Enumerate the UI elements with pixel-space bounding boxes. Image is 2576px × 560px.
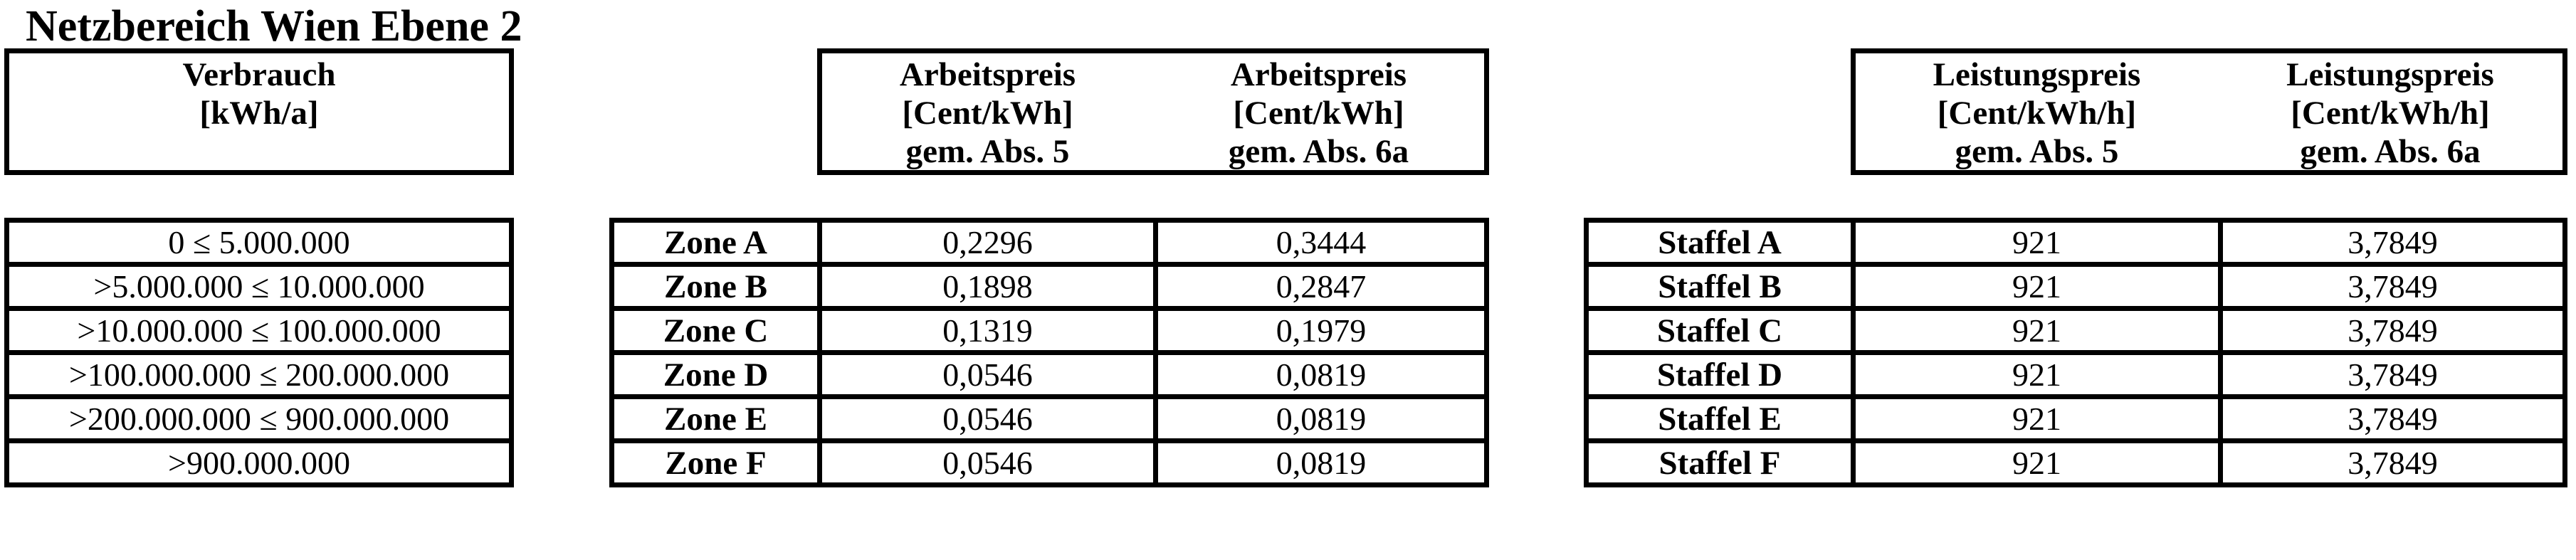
- arbeitspreis-header-abs5: Arbeitspreis [Cent/kWh] gem. Abs. 5: [822, 53, 1153, 170]
- arbeitspreis-abs5-value: 0,0546: [817, 443, 1153, 482]
- leistungspreis-table: Staffel A 921 3,7849 Staffel B 921 3,784…: [1584, 218, 2567, 487]
- arbeitspreis-abs6a-value: 0,0819: [1153, 355, 1484, 394]
- staffel-label: Staffel B: [1658, 268, 1782, 305]
- arbeitspreis-table: Zone A 0,2296 0,3444 Zone B 0,1898 0,284…: [609, 218, 1489, 487]
- leistungspreis-abs6a-ref: gem. Abs. 6a: [2300, 133, 2481, 170]
- zone-row: Zone F 0,0546 0,0819: [614, 438, 1484, 482]
- leistungspreis-abs6a-value: 3,7849: [2218, 355, 2562, 394]
- consumption-row: >900.000.000: [9, 438, 509, 482]
- arbeitspreis-abs6a-unit: [Cent/kWh]: [1233, 95, 1404, 132]
- consumption-range: >200.000.000 ≤ 900.000.000: [68, 401, 450, 437]
- leistungspreis-abs5-value: 921: [1851, 355, 2218, 394]
- zone-label: Zone F: [665, 444, 767, 482]
- arbeitspreis-abs5-value: 0,0546: [817, 355, 1153, 394]
- page-title: Netzbereich Wien Ebene 2: [26, 2, 522, 51]
- verbrauch-header-unit: [kWh/a]: [199, 95, 319, 132]
- arbeitspreis-abs5-value: 0,1898: [817, 267, 1153, 306]
- zone-label: Zone C: [663, 312, 769, 349]
- zone-row: Zone C 0,1319 0,1979: [614, 306, 1484, 350]
- staffel-label: Staffel F: [1658, 444, 1781, 482]
- leistungspreis-abs5-line1: Leistungspreis: [1933, 56, 2141, 93]
- consumption-range: 0 ≤ 5.000.000: [168, 224, 350, 260]
- consumption-row: >100.000.000 ≤ 200.000.000: [9, 350, 509, 394]
- consumption-range: >10.000.000 ≤ 100.000.000: [77, 312, 441, 349]
- arbeitspreis-abs5-value: 0,2296: [817, 223, 1153, 262]
- staffel-row: Staffel A 921 3,7849: [1589, 223, 2562, 262]
- staffel-label: Staffel D: [1656, 356, 1783, 393]
- arbeitspreis-abs5-ref: gem. Abs. 5: [905, 133, 1070, 170]
- verbrauch-header-box: Verbrauch [kWh/a]: [4, 48, 514, 175]
- consumption-row: >5.000.000 ≤ 10.000.000: [9, 262, 509, 306]
- arbeitspreis-abs6a-ref: gem. Abs. 6a: [1228, 133, 1409, 170]
- consumption-table: 0 ≤ 5.000.000 >5.000.000 ≤ 10.000.000 >1…: [4, 218, 514, 487]
- leistungspreis-abs6a-unit: [Cent/kWh/h]: [2291, 95, 2490, 132]
- leistungspreis-header-box: Leistungspreis [Cent/kWh/h] gem. Abs. 5 …: [1851, 48, 2567, 175]
- staffel-row: Staffel F 921 3,7849: [1589, 438, 2562, 482]
- zone-row: Zone D 0,0546 0,0819: [614, 350, 1484, 394]
- staffel-row: Staffel C 921 3,7849: [1589, 306, 2562, 350]
- leistungspreis-abs5-value: 921: [1851, 223, 2218, 262]
- leistungspreis-abs6a-value: 3,7849: [2218, 223, 2562, 262]
- zone-row: Zone A 0,2296 0,3444: [614, 223, 1484, 262]
- leistungspreis-abs6a-value: 3,7849: [2218, 267, 2562, 306]
- arbeitspreis-abs5-line1: Arbeitspreis: [899, 56, 1076, 93]
- leistungspreis-header-abs5: Leistungspreis [Cent/kWh/h] gem. Abs. 5: [1856, 53, 2218, 170]
- verbrauch-header-line1: Verbrauch: [182, 56, 336, 93]
- consumption-range: >900.000.000: [168, 445, 350, 481]
- arbeitspreis-abs6a-value: 0,2847: [1153, 267, 1484, 306]
- arbeitspreis-abs5-value: 0,1319: [817, 311, 1153, 350]
- consumption-range: >100.000.000 ≤ 200.000.000: [68, 356, 450, 393]
- consumption-row: >10.000.000 ≤ 100.000.000: [9, 306, 509, 350]
- zone-label: Zone A: [664, 223, 767, 261]
- arbeitspreis-abs5-value: 0,0546: [817, 399, 1153, 438]
- zone-row: Zone E 0,0546 0,0819: [614, 394, 1484, 438]
- arbeitspreis-abs6a-line1: Arbeitspreis: [1230, 56, 1407, 93]
- staffel-label: Staffel C: [1656, 312, 1783, 349]
- leistungspreis-abs5-unit: [Cent/kWh/h]: [1937, 95, 2137, 132]
- leistungspreis-abs6a-value: 3,7849: [2218, 399, 2562, 438]
- staffel-label: Staffel E: [1658, 400, 1782, 438]
- staffel-label: Staffel A: [1658, 223, 1782, 261]
- arbeitspreis-abs6a-value: 0,0819: [1153, 399, 1484, 438]
- arbeitspreis-abs6a-value: 0,0819: [1153, 443, 1484, 482]
- arbeitspreis-header-box: Arbeitspreis [Cent/kWh] gem. Abs. 5 Arbe…: [817, 48, 1489, 175]
- consumption-row: 0 ≤ 5.000.000: [9, 223, 509, 262]
- arbeitspreis-abs6a-value: 0,3444: [1153, 223, 1484, 262]
- arbeitspreis-header-abs6a: Arbeitspreis [Cent/kWh] gem. Abs. 6a: [1153, 53, 1484, 170]
- leistungspreis-abs5-value: 921: [1851, 311, 2218, 350]
- staffel-row: Staffel D 921 3,7849: [1589, 350, 2562, 394]
- leistungspreis-abs5-value: 921: [1851, 399, 2218, 438]
- zone-label: Zone E: [664, 400, 767, 438]
- arbeitspreis-abs5-unit: [Cent/kWh]: [902, 95, 1073, 132]
- consumption-row: >200.000.000 ≤ 900.000.000: [9, 394, 509, 438]
- zone-label: Zone B: [664, 268, 767, 305]
- leistungspreis-header-abs6a: Leistungspreis [Cent/kWh/h] gem. Abs. 6a: [2218, 53, 2562, 170]
- zone-label: Zone D: [663, 356, 769, 393]
- leistungspreis-abs5-ref: gem. Abs. 5: [1955, 133, 2119, 170]
- consumption-range: >5.000.000 ≤ 10.000.000: [93, 268, 425, 305]
- leistungspreis-abs6a-line1: Leistungspreis: [2286, 56, 2494, 93]
- arbeitspreis-abs6a-value: 0,1979: [1153, 311, 1484, 350]
- verbrauch-header: Verbrauch [kWh/a]: [9, 53, 509, 170]
- staffel-row: Staffel E 921 3,7849: [1589, 394, 2562, 438]
- staffel-row: Staffel B 921 3,7849: [1589, 262, 2562, 306]
- leistungspreis-abs6a-value: 3,7849: [2218, 311, 2562, 350]
- leistungspreis-abs5-value: 921: [1851, 443, 2218, 482]
- zone-row: Zone B 0,1898 0,2847: [614, 262, 1484, 306]
- leistungspreis-abs5-value: 921: [1851, 267, 2218, 306]
- leistungspreis-abs6a-value: 3,7849: [2218, 443, 2562, 482]
